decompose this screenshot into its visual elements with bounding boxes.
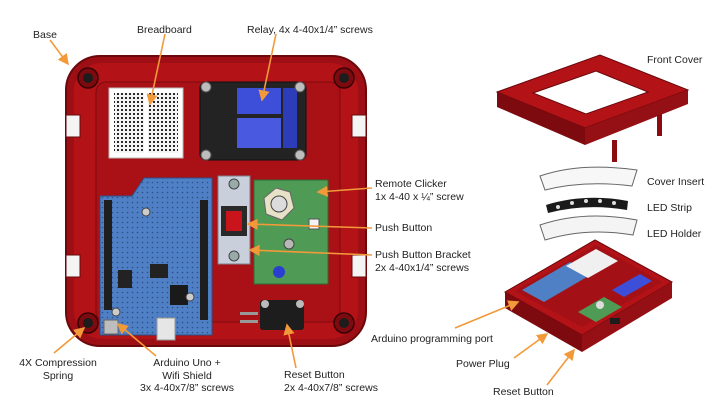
label-remote-clicker: Remote Clicker 1x 4-40 x ¼” screw: [375, 178, 464, 203]
callout-arrows: [49, 33, 575, 386]
reset-button-part: [240, 300, 304, 330]
label-push-button-bracket: Push Button Bracket 2x 4-40x1/4” screws: [375, 249, 471, 274]
cover-insert: [539, 166, 638, 191]
label-arduino-port: Arduino programming port: [371, 333, 493, 345]
label-compression-spring: 4X Compression Spring: [11, 357, 105, 382]
exploded-base: [503, 239, 674, 352]
led-strip: [546, 197, 628, 213]
label-arduino-uno: Arduino Uno + Wifi Shield 3x 4-40x7/8” s…: [128, 357, 246, 395]
label-push-button-bracket-line1: Push Button Bracket: [375, 249, 471, 261]
label-reset-button-right: Reset Button: [493, 386, 554, 398]
label-front-cover: Front Cover: [647, 54, 703, 66]
breadboard: [108, 87, 184, 159]
label-compression-spring-line1: 4X Compression: [19, 357, 97, 369]
label-arduino-line2: Wifi Shield: [162, 369, 212, 382]
label-compression-spring-line2: Spring: [42, 369, 74, 382]
label-arduino-line1: Arduino Uno +: [153, 357, 221, 369]
label-led-holder: LED Holder: [647, 228, 702, 240]
led-holder: [539, 215, 638, 241]
label-reset-button-left: Reset Button 2x 4-40x7/8” screws: [284, 369, 378, 394]
label-reset-button-left-line1: Reset Button: [284, 369, 345, 381]
label-remote-clicker-line2: 1x 4-40 x ¼” screw: [375, 190, 464, 203]
label-relay: Relay, 4x 4-40x1/4” screws: [247, 24, 373, 36]
label-breadboard: Breadboard: [137, 24, 192, 36]
label-cover-insert: Cover Insert: [647, 176, 705, 188]
label-power-plug: Power Plug: [456, 358, 510, 370]
label-push-button: Push Button: [375, 222, 433, 234]
label-push-button-bracket-line2: 2x 4-40x1/4” screws: [375, 261, 469, 274]
arduino-uno-shield: [99, 177, 213, 341]
push-button-bracket: [217, 175, 251, 265]
remote-clicker: [253, 179, 329, 285]
label-led-strip: LED Strip: [647, 202, 692, 214]
label-remote-clicker-line1: Remote Clicker: [375, 178, 447, 190]
relay: [199, 81, 307, 161]
label-arduino-line3: 3x 4-40x7/8” screws: [140, 382, 234, 394]
label-base: Base: [33, 29, 57, 41]
label-reset-button-left-line2: 2x 4-40x7/8” screws: [284, 381, 378, 394]
front-cover: [495, 54, 690, 162]
